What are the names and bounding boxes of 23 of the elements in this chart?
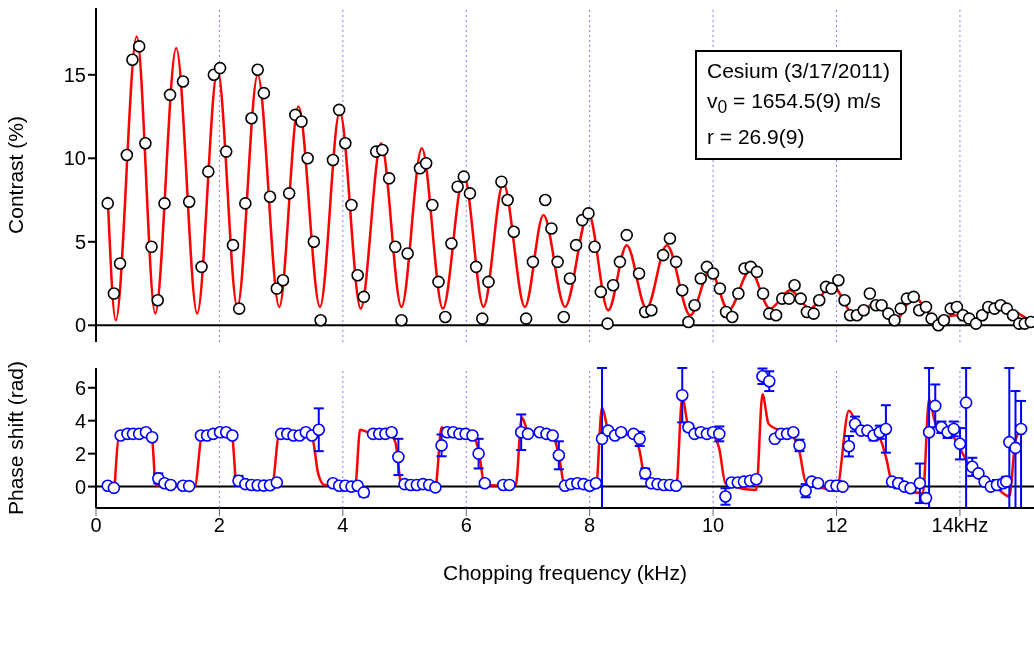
y-tick-label: 6: [74, 376, 86, 399]
x-axis-title: Chopping frequency (kHz): [443, 561, 687, 584]
y-axis-title: Phase shift (rad): [4, 360, 28, 516]
x-tick-label: 12: [825, 514, 848, 537]
x-tick-label: 14kHz: [931, 514, 989, 537]
y-tick-label: 0: [74, 475, 86, 498]
x-tick-label: 6: [460, 514, 472, 537]
x-tick-label: 2: [213, 514, 225, 537]
y-tick-label: 2: [74, 442, 86, 465]
x-tick-label: 0: [90, 514, 102, 537]
annotation: r = 26.9(9): [707, 124, 806, 151]
annotation: v$_{0}$ = 1654.5(9) m/s: [707, 88, 882, 120]
y-tick-label: 5: [74, 230, 86, 253]
x-tick-label: 8: [584, 514, 596, 537]
annotation: Cesium (3/17/2011): [707, 58, 890, 84]
y-tick-label: 4: [74, 409, 86, 432]
text-box: Cesium (3/17/2011) v$_{0}$ = 1654.5(9) m/s r = 26.9(9): [695, 50, 902, 161]
y-axis-title: Contrast (%): [4, 116, 28, 234]
y-tick-label: 0: [74, 314, 86, 337]
y-tick-label: 15: [63, 63, 86, 86]
x-tick-label: 10: [701, 514, 725, 537]
y-tick-label: 10: [63, 147, 86, 170]
x-tick-label: 4: [337, 514, 349, 537]
